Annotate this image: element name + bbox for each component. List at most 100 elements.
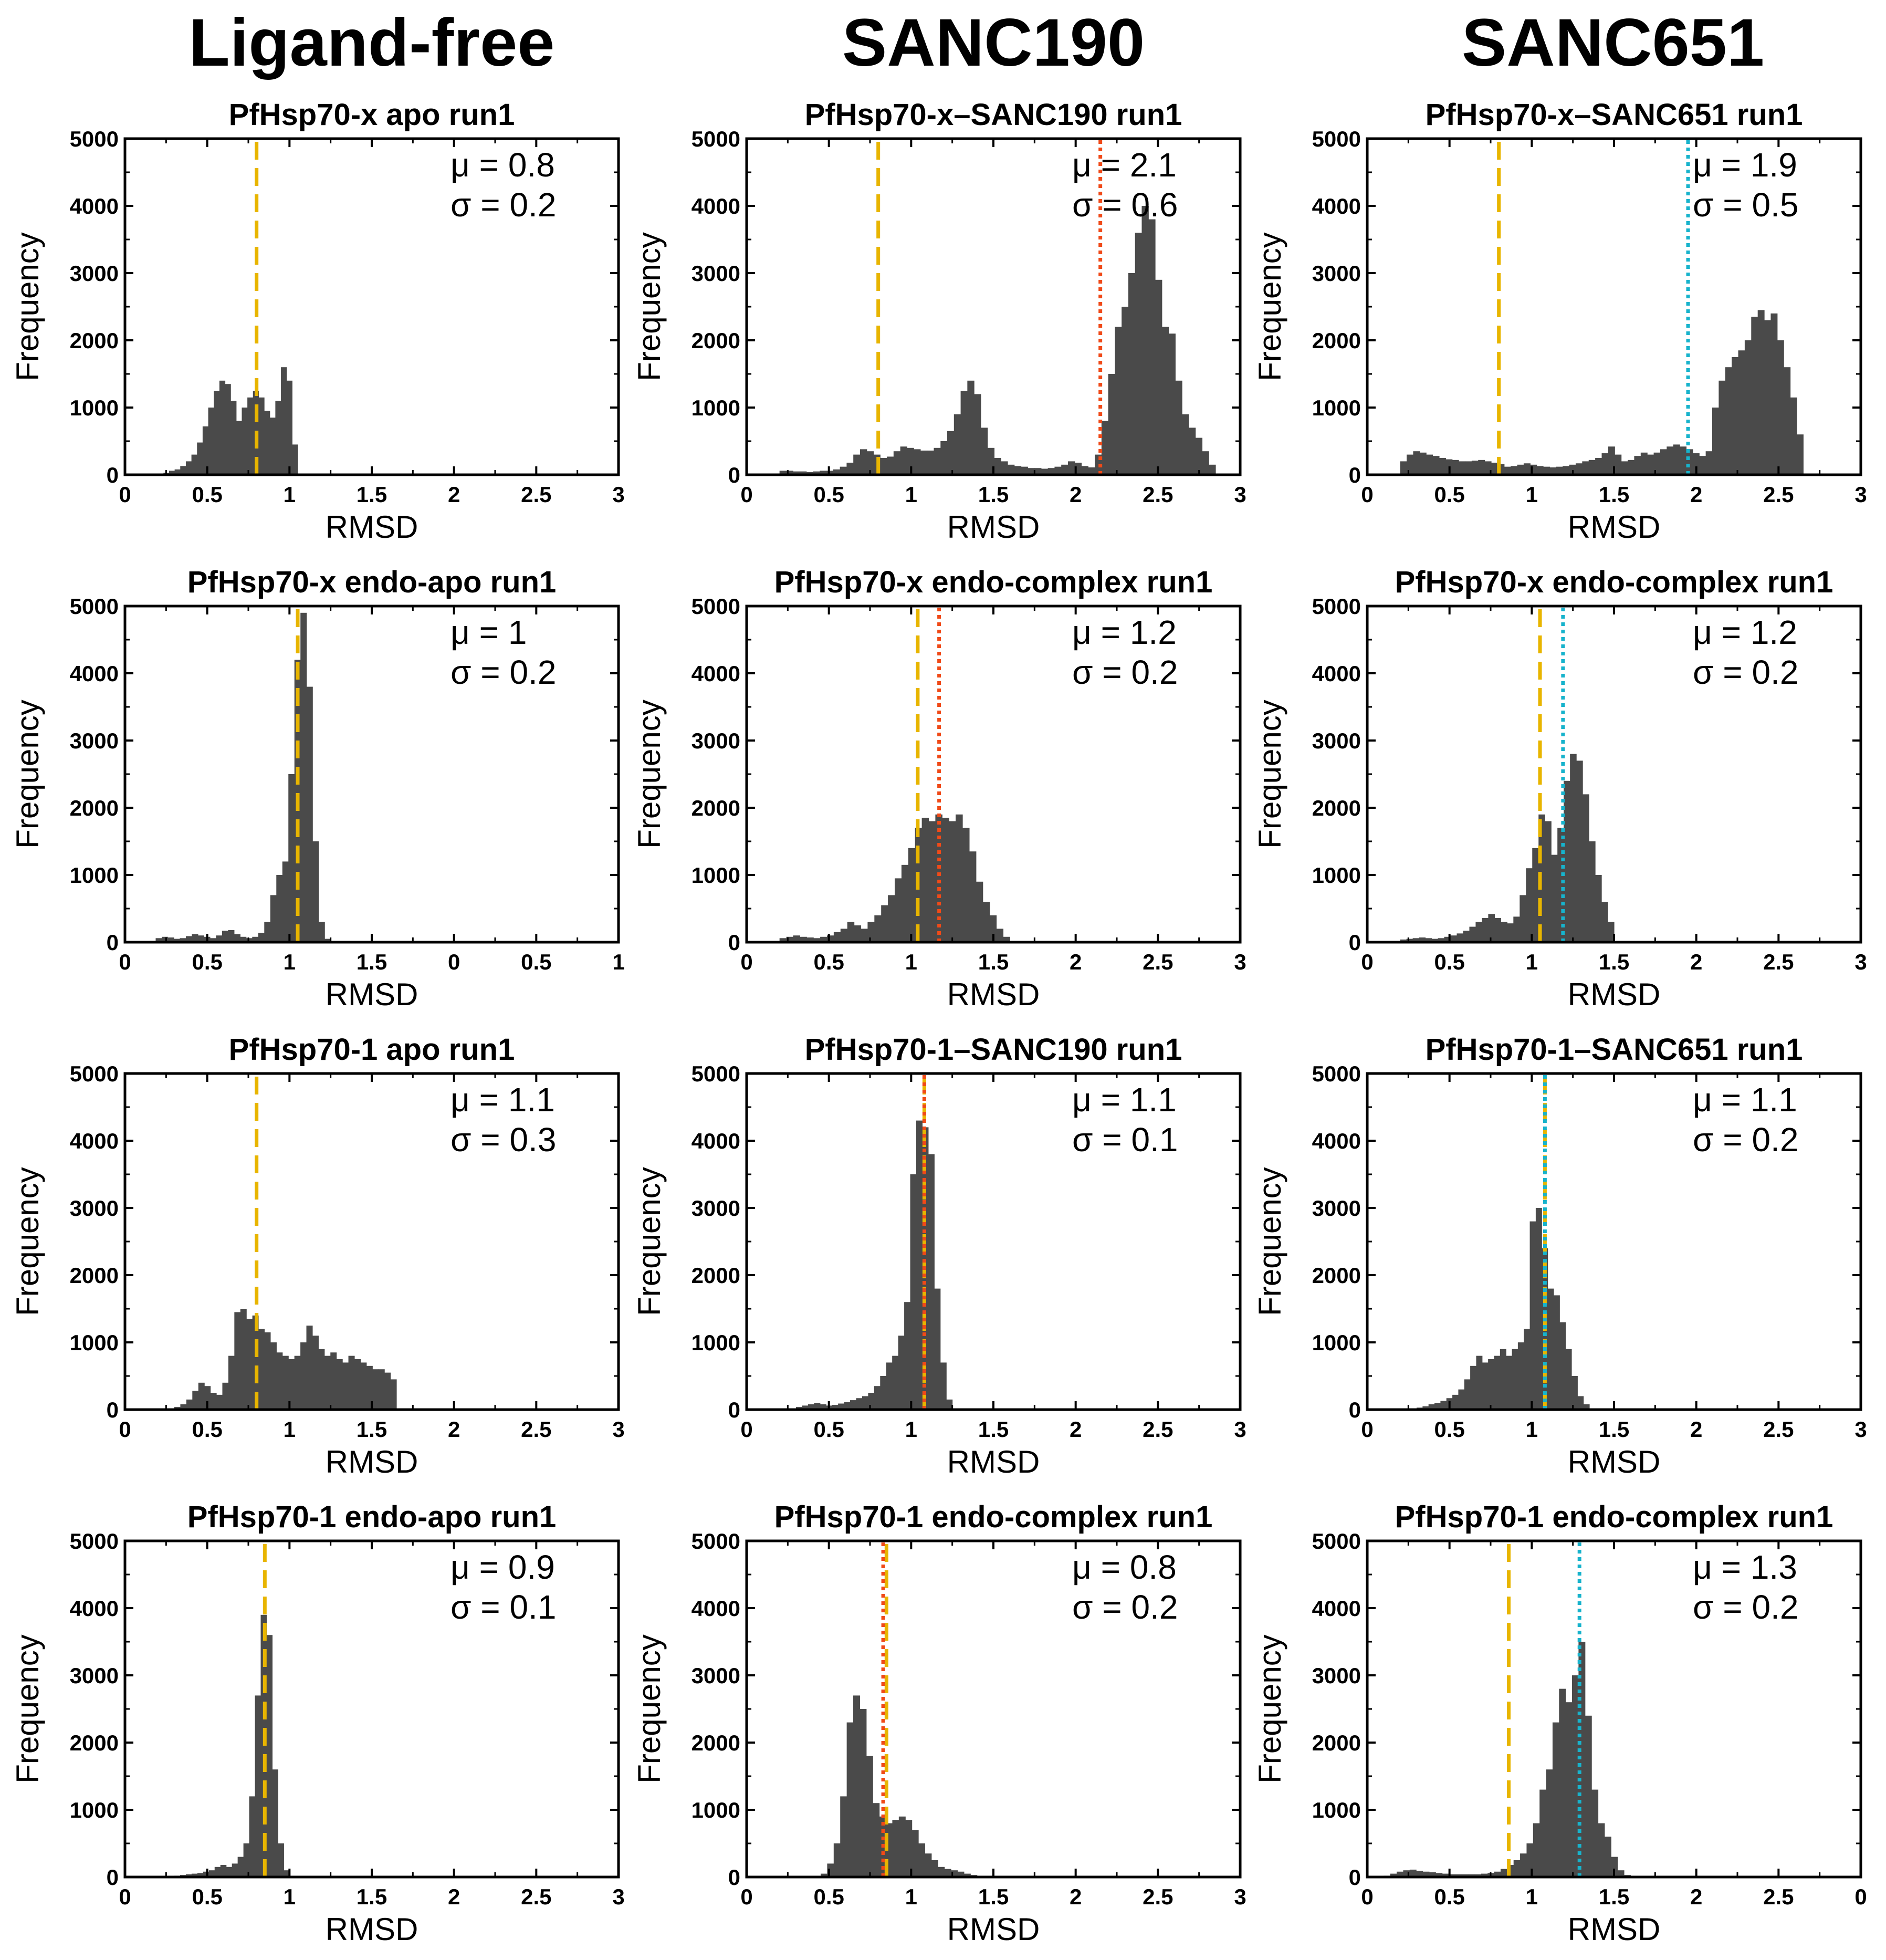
panel-title: PfHsp70-1 endo-apo run1 <box>187 1500 557 1534</box>
y-tick-label: 4000 <box>70 1596 119 1621</box>
histogram-bar <box>888 895 895 942</box>
histogram-bar <box>209 938 216 942</box>
histogram-bar <box>1014 466 1022 475</box>
histogram-bar <box>210 1393 217 1410</box>
x-tick-label: 1 <box>1526 1884 1538 1909</box>
panel-title: PfHsp70-x apo run1 <box>229 98 515 132</box>
y-tick-label: 5000 <box>70 1061 119 1086</box>
histogram-bar <box>905 1820 913 1877</box>
histogram-bar <box>844 1402 851 1410</box>
x-tick-label: 0.5 <box>813 1417 844 1442</box>
histogram-bar <box>1539 1789 1547 1877</box>
histogram-bar <box>880 458 887 475</box>
histogram-bar <box>982 902 990 942</box>
histogram-bar <box>1532 848 1539 942</box>
histogram-bar <box>994 458 1001 475</box>
x-tick-label: 1.5 <box>1599 482 1629 507</box>
y-axis-label: Frequency <box>10 1634 45 1783</box>
histogram-bar <box>800 936 807 942</box>
histogram-panel-r2c2: PfHsp70-x endo-complex run1 0 0.5 1 1.5 2 2.5 3… <box>632 565 1246 1012</box>
histogram-bar <box>1034 468 1042 475</box>
histogram-bar <box>1557 828 1564 942</box>
y-tick-label: 1000 <box>691 1330 740 1355</box>
histogram-bar <box>292 444 298 475</box>
histogram-bar <box>1422 1871 1430 1877</box>
sigma-annotation: σ = 0.2 <box>1693 1121 1798 1159</box>
histogram-bar <box>1660 449 1667 475</box>
histogram-bar <box>853 1695 861 1877</box>
x-tick-label: 3 <box>1234 1417 1246 1442</box>
histogram-bar <box>895 878 902 942</box>
y-tick-label: 1000 <box>70 395 119 420</box>
x-tick-label: 2 <box>448 1884 460 1909</box>
x-tick-label: 1 <box>284 482 296 507</box>
histogram-bar <box>980 428 988 475</box>
histogram-bar <box>1175 380 1182 475</box>
x-tick-label: 1 <box>284 1884 296 1909</box>
histogram-bar <box>1553 1295 1560 1410</box>
y-tick-label: 1000 <box>70 1330 119 1355</box>
histogram-bar <box>1003 936 1010 942</box>
x-tick-label: 1.5 <box>978 950 1009 974</box>
histogram-bar <box>174 1406 181 1410</box>
histogram-bar <box>1653 452 1661 475</box>
histogram-bar <box>1390 1873 1397 1877</box>
x-axis-label: RMSD <box>1568 509 1661 545</box>
histogram-bar <box>916 1120 923 1410</box>
y-tick-label: 0 <box>1349 1865 1361 1890</box>
histogram-bar <box>1777 340 1784 475</box>
y-tick-label: 4000 <box>1312 1596 1361 1621</box>
y-tick-label: 4000 <box>691 1129 740 1153</box>
histogram-bar <box>806 937 814 942</box>
histogram-bar <box>1790 397 1797 475</box>
x-tick-label: 3 <box>1234 950 1246 974</box>
y-tick-label: 3000 <box>1312 261 1361 286</box>
y-tick-label: 5000 <box>1312 127 1361 151</box>
histogram-bar <box>1564 780 1570 942</box>
histogram-bar <box>1416 1871 1423 1877</box>
histogram-bar <box>324 1356 331 1410</box>
x-tick-label: 1 <box>1526 482 1538 507</box>
histogram-bar <box>1407 454 1414 475</box>
y-tick-label: 3000 <box>691 261 740 286</box>
histogram-bar <box>1569 464 1576 475</box>
histogram-bar <box>850 1400 857 1410</box>
histogram-panel-r3c2: PfHsp70-1–SANC190 run1 0 0.5 1 1.5 2 2.5 3 0 1000… <box>632 1033 1246 1479</box>
histogram-bar <box>258 933 265 942</box>
y-tick-label: 3000 <box>1312 1196 1361 1221</box>
x-tick-label: 0.5 <box>813 950 844 974</box>
histogram-bar <box>904 1302 911 1410</box>
y-tick-label: 3000 <box>70 728 119 753</box>
histogram-bar <box>820 1404 826 1410</box>
mean-annotation: μ = 0.9 <box>450 1548 555 1586</box>
histogram-bar <box>1449 1874 1455 1877</box>
histogram-bar <box>1585 1715 1592 1877</box>
x-tick-label: 1.5 <box>357 1884 387 1909</box>
x-tick-label: 1 <box>284 1417 296 1442</box>
histogram-bar <box>1732 357 1739 475</box>
histogram-bar <box>1426 454 1433 475</box>
histogram-bar <box>288 774 295 942</box>
histogram-bar <box>1470 1365 1477 1410</box>
histogram-bar <box>228 1356 235 1410</box>
y-tick-label: 5000 <box>70 127 119 151</box>
histogram-panel-r3c3: PfHsp70-1–SANC651 run1 0 0.5 1 1.5 2 2.5 3 0 1000… <box>1252 1033 1867 1479</box>
histogram-bar <box>312 1336 319 1410</box>
histogram-bar <box>914 449 921 475</box>
x-tick-label: 2 <box>1070 482 1082 507</box>
y-tick-label: 5000 <box>691 1061 740 1086</box>
histogram-bar <box>1523 463 1531 475</box>
x-tick-label: 0 <box>448 950 460 974</box>
histogram-bar <box>1413 451 1420 475</box>
histogram-bar <box>1209 464 1216 475</box>
histogram-bar <box>222 931 228 942</box>
histogram-bar <box>1526 868 1533 942</box>
histogram-bar <box>949 821 956 942</box>
histogram-panel-r1c1: PfHsp70-x apo run1 0 0.5 1 1.5 2 2.5 3 0 1000 2000… <box>10 98 625 545</box>
y-tick-label: 2000 <box>691 1730 740 1755</box>
histogram-bar <box>1520 895 1526 942</box>
y-tick-label: 1000 <box>691 863 740 888</box>
histogram-bar <box>1563 466 1570 475</box>
histogram-bar <box>1488 1359 1495 1410</box>
x-tick-label: 0.5 <box>1434 1417 1464 1442</box>
